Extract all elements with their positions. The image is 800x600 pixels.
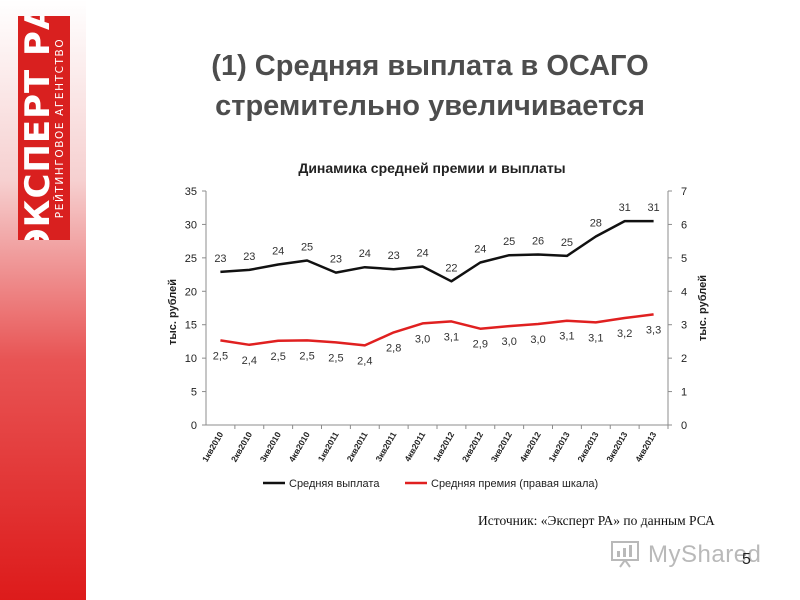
x-tick-label: 4кв2012 [518,430,543,464]
y-tick-label-right: 4 [681,286,687,298]
data-label: 24 [272,246,284,258]
data-label: 3,3 [646,324,661,336]
watermark: MyShared [608,538,762,572]
y-tick-label-right: 7 [681,186,687,198]
y-axis-label-left: тыс. рублей [167,279,179,345]
x-tick-label: 3кв2012 [489,430,514,464]
y-tick-label-left: 25 [185,253,197,265]
data-label: 23 [243,251,255,263]
data-label: 24 [416,248,428,260]
data-label: 31 [619,202,631,214]
x-tick-label: 3кв2013 [604,430,629,464]
x-tick-label: 3кв2010 [258,430,283,464]
data-label: 3,0 [502,336,517,348]
y-tick-label-left: 5 [191,387,197,399]
y-tick-label-right: 5 [681,253,687,265]
x-tick-label: 2кв2013 [575,430,600,464]
data-label: 2,4 [242,355,257,367]
data-label: 3,1 [444,331,459,343]
data-label: 2,9 [473,339,488,351]
data-label: 25 [561,237,573,249]
x-tick-label: 2кв2012 [460,430,485,464]
y-axis-label-right: тыс. рублей [697,275,709,341]
y-tick-label-right: 3 [681,320,687,332]
y-tick-label-left: 30 [185,219,197,231]
data-label: 22 [445,262,457,274]
data-label: 25 [301,242,313,254]
chart-title: Динамика средней премии и выплаты [298,160,565,176]
x-tick-label: 2кв2011 [345,430,370,464]
y-tick-label-right: 0 [681,420,687,432]
page-number: 5 [742,551,751,568]
x-tick-label: 4кв2010 [287,430,312,464]
y-tick-label-left: 35 [185,186,197,198]
legend-label-2: Средняя премия (правая шкала) [431,478,598,490]
slide-title-line-1: (1) Средняя выплата в ОСАГО [211,50,649,82]
data-label: 3,0 [530,334,545,346]
data-label: 23 [330,254,342,266]
data-label: 31 [647,202,659,214]
y-tick-label-left: 15 [185,320,197,332]
y-tick-label-right: 1 [681,387,687,399]
y-tick-label-left: 10 [185,353,197,365]
y-tick-label-right: 6 [681,219,687,231]
x-tick-label: 1кв2011 [316,430,341,464]
data-label: 2,5 [271,351,286,363]
y-tick-label-left: 20 [185,286,197,298]
slide-title: (1) Средняя выплата в ОСАГО стремительно… [130,46,730,126]
legend-label-1: Средняя выплата [289,478,380,490]
series-line-1 [220,219,654,283]
data-label: 2,5 [213,350,228,362]
data-label: 3,2 [617,328,632,340]
data-label: 2,5 [328,352,343,364]
data-label: 24 [474,244,486,256]
data-label: 23 [214,253,226,265]
data-label: 23 [388,250,400,262]
brand-logo: ЭКСПЕРТ РА РЕЙТИНГОВОЕ АГЕНТСТВО [18,16,70,240]
data-label: 26 [532,236,544,248]
x-tick-label: 4кв2013 [633,430,658,464]
source-note: Источник: «Эксперт РА» по данным РСА [478,513,715,528]
data-label: 28 [590,217,602,229]
x-tick-label: 3кв2011 [373,430,398,464]
data-label: 3,1 [559,331,574,343]
data-label: 2,8 [386,342,401,354]
x-tick-label: 2кв2010 [229,430,254,464]
presentation-icon [611,541,639,568]
x-tick-label: 1кв2010 [200,430,225,464]
data-label: 24 [359,248,371,260]
data-label: 25 [503,236,515,248]
x-tick-label: 1кв2012 [431,430,456,464]
data-label: 2,4 [357,355,372,367]
x-tick-label: 4кв2011 [402,430,427,464]
data-label: 2,5 [299,350,314,362]
y-tick-label-right: 2 [681,353,687,365]
x-tick-label: 1кв2013 [546,430,571,464]
slide-title-line-2: стремительно увеличивается [215,90,645,122]
watermark-text: MyShared [648,541,762,568]
y-tick-label-left: 0 [191,420,197,432]
data-label: 3,0 [415,333,430,345]
series-line-2 [220,313,654,347]
data-label: 3,1 [588,332,603,344]
